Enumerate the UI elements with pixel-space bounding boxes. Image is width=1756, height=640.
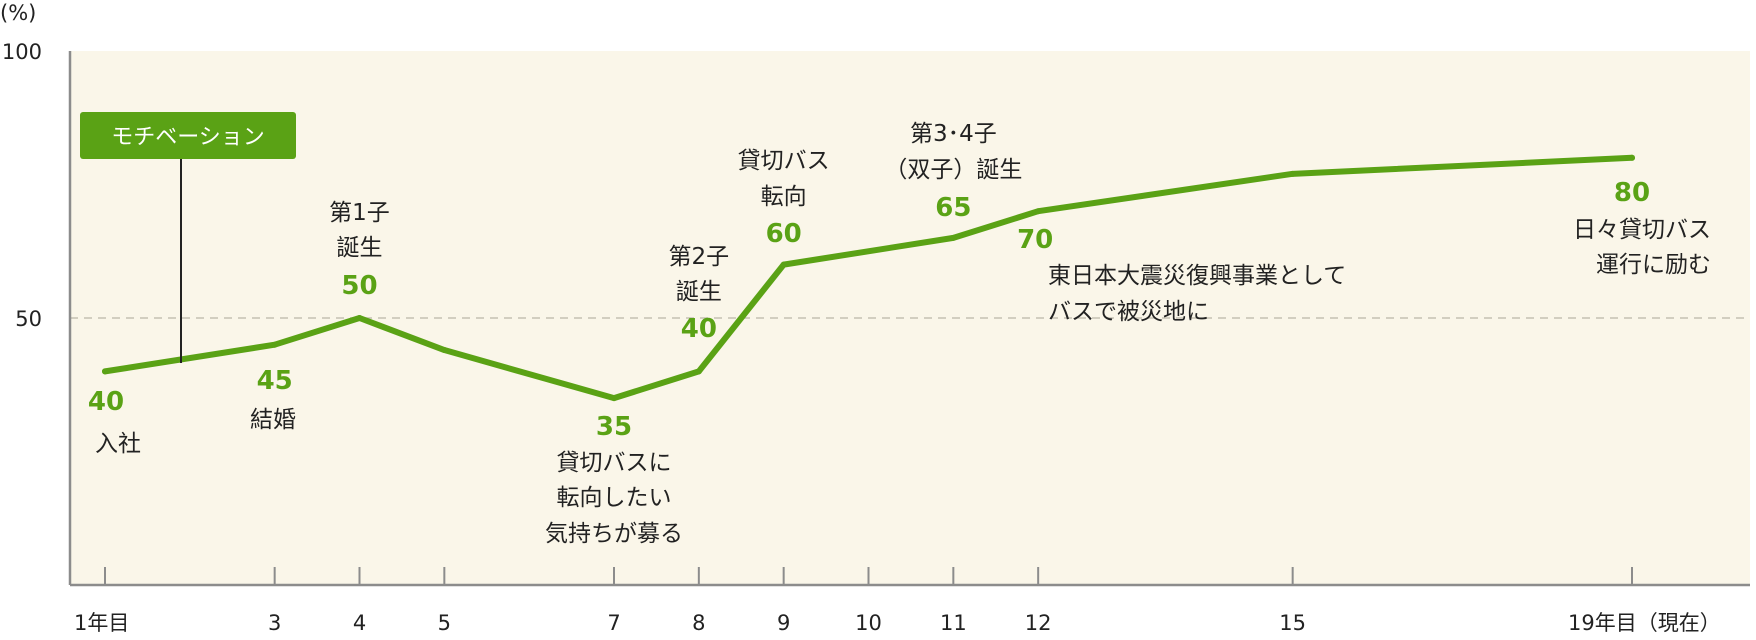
point-note-1-line-0: 入社: [95, 431, 141, 457]
series-point-1: [271, 341, 278, 348]
point-note-4-line-1: 誕生: [337, 235, 383, 261]
point-value-label-9: 60: [766, 219, 802, 249]
point-note-3-line-0: 結婚: [250, 407, 296, 433]
x-tick-label-12: 12: [1025, 611, 1052, 635]
point-note-12-line-0: 東日本大震災復興事業として: [1048, 263, 1346, 289]
point-annotations: 40入社45結婚50第1子誕生35貸切バスに転向したい気持ちが募る40第2子誕生…: [88, 121, 1711, 547]
point-note-11-line-0: 第3･4子: [910, 121, 997, 147]
x-tick-label-10: 10: [855, 611, 882, 635]
x-tick-label-11: 11: [940, 611, 967, 635]
series-point-3: [441, 347, 448, 354]
x-tick-label-3: 3: [268, 611, 281, 635]
point-note-4-line-0: 第1子: [329, 200, 390, 226]
y-tick-label-100: 100: [2, 40, 42, 64]
y-tick-label-50: 50: [15, 307, 42, 331]
x-ticks: 1年目 3 4 5 7 8 9 10 11 12 15 19年目（現在）: [74, 567, 1721, 635]
series-point-7: [950, 234, 957, 241]
y-axis-unit-label: (%): [0, 1, 36, 25]
point-note-7-line-0: 貸切バスに: [557, 450, 672, 476]
point-note-9-line-0: 貸切バス: [738, 148, 830, 174]
point-note-7-line-2: 気持ちが募る: [545, 521, 683, 547]
point-note-11-line-1: （双子）誕生: [884, 157, 1022, 183]
x-tick-label-7: 7: [607, 611, 620, 635]
series-point-10: [1629, 154, 1635, 161]
x-tick-label-15: 15: [1279, 611, 1306, 635]
point-value-label-8: 40: [681, 314, 717, 344]
legend-box: [80, 112, 296, 159]
point-note-19-line-0: 日々貸切バス: [1573, 217, 1711, 243]
point-value-label-3: 45: [257, 366, 293, 396]
point-value-label-19: 80: [1614, 178, 1650, 208]
x-tick-label-1: 1年目: [74, 611, 129, 635]
point-note-8-line-0: 第2子: [669, 244, 730, 270]
series-point-8: [1035, 208, 1042, 215]
point-value-label-4: 50: [341, 271, 377, 301]
point-note-8-line-1: 誕生: [676, 279, 722, 305]
series-point-0: [102, 368, 108, 375]
x-tick-label-4: 4: [353, 611, 366, 635]
point-note-9-line-1: 転向: [761, 184, 807, 210]
x-tick-label-5: 5: [438, 611, 451, 635]
point-note-12-line-1: バスで被災地に: [1048, 299, 1209, 325]
point-value-label-11: 65: [935, 193, 971, 223]
point-note-7-line-1: 転向したい: [557, 485, 672, 511]
x-tick-label-19: 19年目（現在）: [1568, 611, 1721, 635]
series-point-4: [611, 395, 617, 402]
series-point-9: [1289, 170, 1296, 177]
series-layer: [102, 154, 1635, 402]
y-ticks: 100 50: [2, 40, 42, 331]
legend: モチベーション: [80, 112, 296, 363]
series-point-5: [695, 368, 702, 375]
series-point-2: [356, 315, 363, 321]
legend-series-name: モチベーション: [111, 125, 265, 150]
point-note-19-line-1: 運行に励む: [1596, 252, 1711, 278]
point-value-label-1: 40: [88, 387, 124, 417]
series-point-6: [780, 261, 787, 268]
point-value-label-7: 35: [596, 412, 632, 442]
point-value-label-12: 70: [1017, 225, 1053, 255]
x-tick-label-9: 9: [777, 611, 790, 635]
x-tick-label-8: 8: [692, 611, 705, 635]
